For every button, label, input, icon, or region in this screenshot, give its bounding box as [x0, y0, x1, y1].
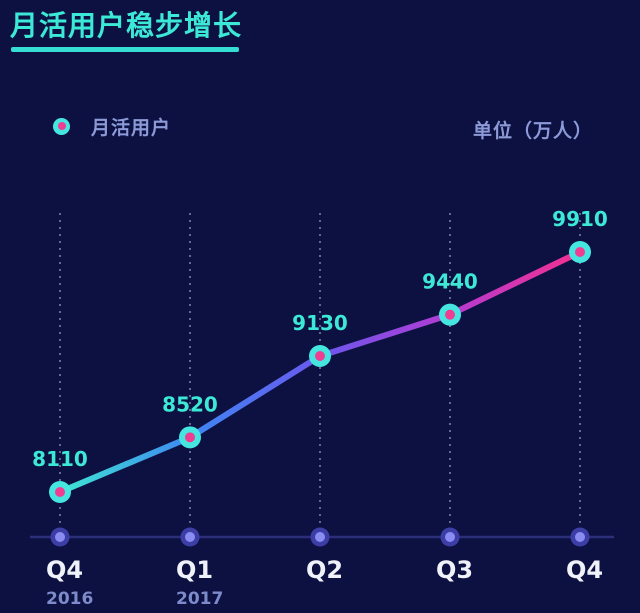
data-point-center: [55, 487, 65, 497]
value-label: 9910: [552, 207, 608, 231]
unit-label: 单位（万人）: [472, 120, 593, 142]
value-label: 9440: [422, 270, 478, 294]
x-axis-quarter-label: Q3: [436, 556, 473, 584]
data-point-center: [185, 432, 195, 443]
legend-item[interactable]: 月活用户: [53, 116, 171, 139]
data-point-center: [575, 247, 585, 257]
data-point-center: [315, 351, 325, 361]
value-label: 8520: [162, 392, 218, 416]
value-label: 8110: [32, 447, 88, 471]
series-line: [57, 249, 583, 495]
title-underline: [11, 47, 239, 52]
axis-tick-dot-core: [445, 532, 455, 542]
x-axis-quarter-label: Q1: [176, 556, 213, 584]
page-title: 月活用户稳步增长: [10, 9, 243, 42]
x-axis-year-label: 2017: [176, 589, 223, 609]
x-axis-year-label: 2016: [46, 589, 93, 609]
data-point-center: [445, 309, 455, 320]
x-axis-quarter-label: Q4: [46, 556, 83, 584]
legend-label: 月活用户: [91, 116, 172, 139]
axis-tick-dot-core: [185, 532, 195, 542]
axis-tick-dot-core: [55, 532, 65, 542]
legend-marker-icon: [53, 117, 70, 135]
x-axis-quarter-label: Q2: [306, 556, 343, 584]
value-label: 9130: [292, 311, 348, 335]
axis-tick-dot-core: [575, 532, 585, 542]
axis-tick-dot-core: [315, 532, 325, 542]
x-axis-quarter-label: Q4: [566, 556, 603, 584]
